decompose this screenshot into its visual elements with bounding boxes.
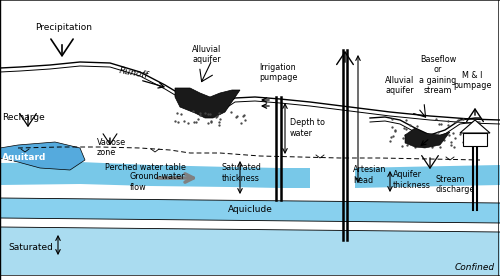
Text: Alluvial
aquifer: Alluvial aquifer <box>192 45 222 64</box>
Text: Artesian
head: Artesian head <box>353 165 386 185</box>
Text: Perched water table: Perched water table <box>105 163 186 172</box>
Text: Aquitard: Aquitard <box>2 153 46 162</box>
Polygon shape <box>463 133 487 146</box>
Text: Saturated
thickness: Saturated thickness <box>222 163 262 183</box>
Text: M & I
pumpage: M & I pumpage <box>453 71 491 90</box>
Text: Runoff: Runoff <box>118 66 148 80</box>
Text: Aquiclude: Aquiclude <box>228 206 272 214</box>
Polygon shape <box>405 128 450 148</box>
Text: Depth to
water: Depth to water <box>290 118 325 138</box>
Text: Stream
discharge: Stream discharge <box>435 175 474 194</box>
Polygon shape <box>460 120 490 133</box>
Text: Confined: Confined <box>455 263 495 272</box>
Text: Alluvial
aquifer: Alluvial aquifer <box>386 76 414 95</box>
Polygon shape <box>0 198 500 223</box>
Text: Saturated: Saturated <box>8 244 53 253</box>
Polygon shape <box>355 165 500 188</box>
Text: Irrigation
pumpage: Irrigation pumpage <box>259 63 297 82</box>
Text: Vadose
zone: Vadose zone <box>97 138 126 157</box>
Polygon shape <box>0 227 500 275</box>
Text: Precipitation: Precipitation <box>35 23 92 32</box>
Text: Aquifer
thickness: Aquifer thickness <box>393 170 431 190</box>
Text: Baseflow
or
a gaining
stream: Baseflow or a gaining stream <box>420 55 457 95</box>
Polygon shape <box>175 88 240 118</box>
Polygon shape <box>0 162 310 188</box>
Text: Recharge: Recharge <box>2 113 45 123</box>
Text: Ground-water
flow: Ground-water flow <box>130 172 186 192</box>
Polygon shape <box>0 142 85 170</box>
